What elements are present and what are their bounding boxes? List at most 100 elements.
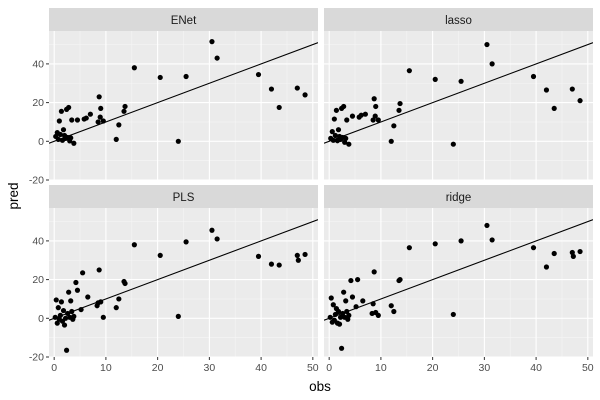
x-tick-label: 10 <box>100 362 112 374</box>
data-point <box>328 295 334 301</box>
data-point <box>458 78 464 84</box>
data-point <box>78 306 84 313</box>
data-point <box>330 302 336 308</box>
data-point <box>302 92 308 98</box>
data-point <box>121 108 127 114</box>
data-point <box>335 127 342 133</box>
axes-layer: -20 0 20 40 -20 0 20 40 0 10 20 30 40 50 0 10 20 30 40 50 <box>29 58 594 374</box>
data-point <box>87 111 93 117</box>
data-point <box>268 86 275 92</box>
data-point <box>543 264 550 270</box>
data-point <box>489 61 495 67</box>
x-tick-label: 50 <box>307 362 319 374</box>
data-point <box>396 107 402 113</box>
data-point <box>577 248 583 255</box>
data-point <box>349 113 356 119</box>
data-point <box>100 314 106 320</box>
y-tick-label: 40 <box>32 235 44 247</box>
data-point <box>255 253 262 259</box>
data-point <box>388 303 394 309</box>
data-point <box>340 310 346 317</box>
data-point <box>397 100 403 107</box>
data-point <box>65 310 71 317</box>
reference-line <box>49 219 318 321</box>
data-point <box>343 298 349 304</box>
data-point <box>329 129 335 135</box>
data-point <box>214 236 220 242</box>
data-point <box>406 68 412 74</box>
data-point <box>54 320 60 326</box>
data-point <box>209 39 215 45</box>
data-point <box>62 315 69 321</box>
data-point <box>113 136 119 142</box>
data-point <box>113 305 119 311</box>
data-point <box>343 135 349 141</box>
data-point <box>346 312 352 318</box>
data-point <box>66 289 72 295</box>
data-point <box>341 289 347 295</box>
x-tick-label: 10 <box>375 362 387 374</box>
data-point <box>484 222 490 229</box>
data-point <box>360 298 366 304</box>
x-tick-label: 20 <box>427 362 439 374</box>
data-point <box>370 117 376 123</box>
data-point <box>348 277 354 284</box>
data-point <box>183 73 189 80</box>
data-point <box>183 239 189 245</box>
data-point <box>52 314 58 320</box>
x-tick-label: 50 <box>582 362 594 374</box>
strip-label-ridge: ridge <box>446 192 472 204</box>
data-point <box>66 104 72 111</box>
y-axis-title: pred <box>6 182 21 209</box>
data-point <box>370 301 376 307</box>
panel-pls: PLS <box>49 185 318 357</box>
data-point <box>74 287 81 293</box>
data-point <box>358 112 364 118</box>
data-point <box>530 73 537 80</box>
y-tick-label: -20 <box>29 352 44 364</box>
data-point <box>276 262 282 268</box>
data-point <box>175 313 181 319</box>
data-point <box>373 103 379 110</box>
data-point <box>57 312 63 318</box>
data-point <box>375 117 381 123</box>
data-point <box>100 118 106 124</box>
data-point <box>214 55 220 61</box>
y-tick-label: 0 <box>38 313 44 325</box>
data-point <box>371 96 377 102</box>
data-point <box>551 105 557 112</box>
data-point <box>371 269 377 275</box>
y-tick-label: 40 <box>32 58 44 70</box>
data-point <box>122 103 128 110</box>
data-point <box>341 103 347 110</box>
data-point <box>55 136 61 142</box>
data-point <box>344 117 350 123</box>
data-point <box>56 118 62 124</box>
data-point <box>388 138 394 144</box>
data-point <box>131 65 137 71</box>
data-point <box>58 299 65 305</box>
data-point <box>73 279 79 286</box>
data-point <box>406 245 412 251</box>
data-point <box>346 141 352 147</box>
data-point <box>68 135 74 141</box>
data-point <box>85 294 91 300</box>
data-point <box>489 237 495 243</box>
data-point <box>372 113 378 119</box>
data-point <box>116 122 122 128</box>
data-point <box>543 87 550 93</box>
y-tick-label: -20 <box>29 175 44 187</box>
data-point <box>57 131 63 138</box>
data-point <box>157 74 163 81</box>
panel-lasso: lasso <box>324 8 593 180</box>
data-point <box>131 242 137 248</box>
data-point <box>294 85 300 91</box>
data-point <box>391 123 397 129</box>
data-point <box>530 245 537 251</box>
x-tick-label: 30 <box>204 362 216 374</box>
strip-lasso <box>324 8 593 31</box>
data-point <box>122 280 128 287</box>
data-point <box>58 108 65 114</box>
data-point <box>268 261 275 267</box>
